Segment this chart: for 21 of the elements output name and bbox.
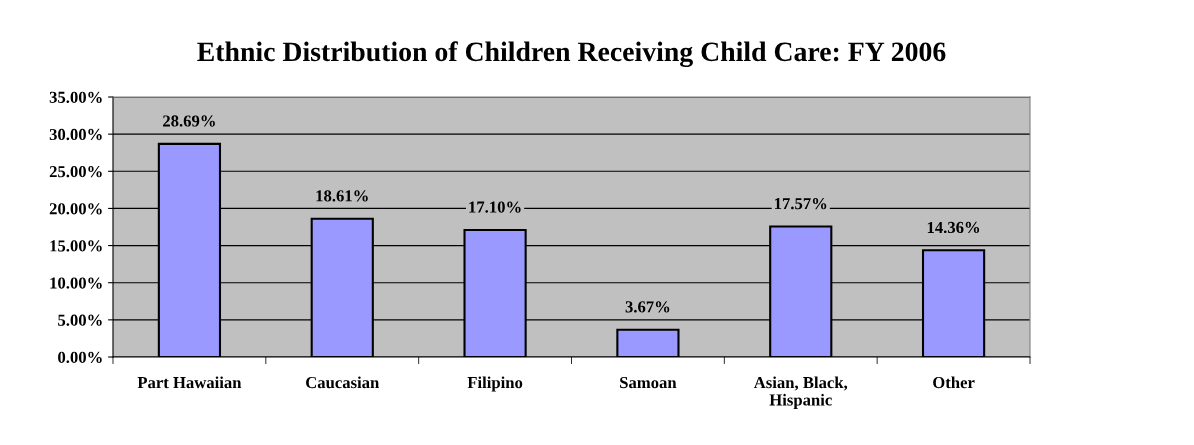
- data-label: 28.69%: [163, 115, 215, 127]
- y-tick-label: 5.00%: [58, 314, 102, 326]
- y-tick-label: 30.00%: [49, 128, 102, 141]
- y-tick-label: 20.00%: [49, 203, 102, 215]
- y-tick-label: 15.00%: [50, 240, 102, 252]
- data-label: 3.67%: [625, 301, 670, 313]
- data-label: 17.57%: [775, 197, 827, 210]
- data-label: 18.61%: [316, 190, 368, 202]
- x-tick-label: Asian, Black, Hispanic: [753, 376, 848, 409]
- chart-title: Ethnic Distribution of Children Receiving Child Care: FY 2006: [197, 41, 946, 68]
- x-tick-label: Other: [933, 376, 975, 389]
- x-tick-label: Caucasian: [306, 376, 380, 389]
- x-tick-label: Part Hawaiian: [137, 376, 242, 389]
- data-label: 17.10%: [469, 201, 521, 213]
- data-label: 14.36%: [927, 221, 980, 234]
- y-tick-label: 25.00%: [49, 165, 102, 178]
- x-tick-label: Samoan: [620, 376, 677, 389]
- x-tick-label: Filipino: [467, 376, 523, 392]
- y-tick-label: 35.00%: [49, 91, 102, 104]
- y-tick-label: 10.00%: [50, 277, 102, 289]
- y-tick-label: 0.00%: [58, 351, 102, 364]
